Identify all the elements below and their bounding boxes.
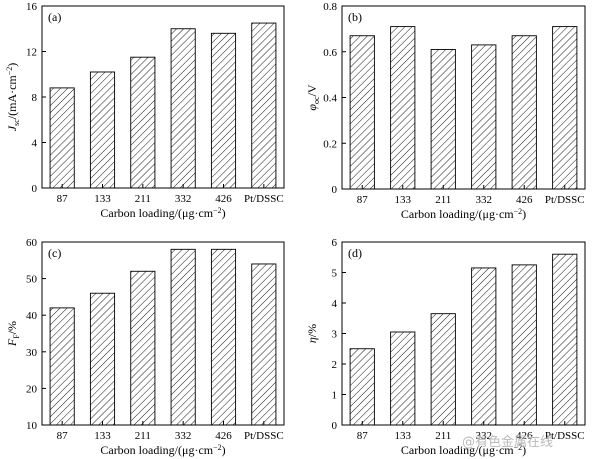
y-tick-label: 12 — [26, 47, 37, 59]
y-tick-label: 10 — [26, 420, 38, 432]
bar — [511, 35, 537, 190]
y-tick-label: 0 — [332, 184, 338, 196]
x-tick-label: 211 — [135, 193, 151, 205]
y-axis-label: η/% — [305, 324, 319, 343]
x-tick-label: 87 — [57, 193, 69, 205]
x-tick-label: Pt/DSSC — [545, 194, 585, 206]
x-tick-label: 332 — [476, 194, 493, 206]
y-tick-label: 6 — [332, 237, 338, 249]
x-axis-label: Carbon loading/(μg·cm−2) — [100, 206, 225, 220]
bar — [552, 26, 578, 190]
x-tick-label: 87 — [57, 430, 69, 442]
y-tick-label: 5 — [332, 268, 338, 280]
panel-label: (d) — [348, 246, 362, 260]
chart-panel: 0 1 2 3 4 5 6 87 133 211 332 426 Pt/DSSC (d) Carbon lo… — [305, 237, 586, 457]
y-tick-label: 4 — [32, 138, 38, 150]
bar — [130, 270, 156, 426]
chart-panel: 0 4 8 12 16 87 133 211 332 426 Pt/DSSC (a) Carbon lo… — [5, 1, 285, 220]
y-tick-label: 60 — [26, 237, 38, 249]
panel-label: (a) — [48, 10, 61, 24]
bar — [430, 49, 456, 190]
x-tick-label: 211 — [435, 430, 451, 442]
y-tick-label: 0.8 — [323, 1, 337, 13]
x-tick-label: 211 — [435, 194, 451, 206]
x-tick-label: 87 — [357, 194, 369, 206]
x-tick-label: 87 — [357, 430, 369, 442]
x-tick-label: 426 — [516, 194, 533, 206]
bar — [471, 44, 497, 190]
plot-frame — [341, 241, 586, 426]
x-tick-label: 133 — [395, 194, 412, 206]
x-tick-label: 426 — [215, 193, 232, 205]
chart-panel: 0 0.2 0.4 0.6 0.8 87 133 211 332 426 Pt/DSSC (b) Car… — [305, 1, 586, 221]
bar — [471, 267, 497, 426]
bar — [210, 248, 237, 426]
bar — [390, 26, 416, 190]
bar — [552, 253, 578, 426]
plot-frame — [41, 5, 285, 189]
x-tick-label: 426 — [516, 430, 533, 442]
x-tick-label: 332 — [175, 430, 192, 442]
x-axis-label: Carbon loading/(μg·cm−2) — [401, 443, 526, 457]
bar — [251, 22, 277, 189]
bar — [251, 263, 277, 426]
y-tick-label: 0.4 — [323, 93, 337, 105]
y-tick-label: 0.6 — [323, 47, 337, 59]
y-tick-label: 0 — [32, 183, 38, 195]
y-tick-label: 4 — [332, 298, 338, 310]
bar — [89, 71, 116, 189]
y-tick-label: 1 — [332, 390, 338, 402]
y-tick-label: 16 — [26, 1, 38, 13]
bar — [49, 87, 75, 189]
bar — [349, 35, 375, 190]
bar — [130, 56, 156, 189]
bar — [390, 331, 416, 426]
bar — [349, 348, 375, 426]
y-tick-label: 2 — [332, 359, 338, 371]
chart-panel: 10 20 30 40 50 60 87 133 211 332 426 Pt/DSSC (c) Carb… — [5, 237, 285, 457]
bar — [49, 307, 75, 426]
y-axis-label: FF/% — [5, 321, 21, 347]
x-axis-label: Carbon loading/(μg·cm−2) — [401, 207, 526, 221]
x-tick-label: Pt/DSSC — [244, 193, 284, 205]
bar — [511, 264, 537, 426]
bar — [210, 32, 237, 189]
x-tick-label: 133 — [94, 193, 111, 205]
y-tick-label: 3 — [332, 329, 338, 341]
bar — [170, 28, 196, 189]
bar — [430, 313, 456, 426]
y-tick-label: 20 — [26, 383, 38, 395]
x-tick-label: 332 — [476, 430, 493, 442]
panel-label: (c) — [48, 246, 61, 260]
x-tick-label: 332 — [175, 193, 192, 205]
panel-label: (b) — [348, 10, 362, 24]
y-tick-label: 8 — [32, 92, 38, 104]
y-tick-label: 30 — [26, 347, 38, 359]
y-tick-label: 50 — [26, 274, 38, 286]
y-tick-label: 0.2 — [323, 138, 337, 150]
x-tick-label: 133 — [395, 430, 412, 442]
x-tick-label: Pt/DSSC — [244, 430, 284, 442]
y-tick-label: 40 — [26, 310, 38, 322]
x-tick-label: 133 — [94, 430, 111, 442]
y-axis-label: Jsc/(mA·cm−2) — [5, 63, 21, 132]
watermark: @有色金属在线 — [462, 434, 553, 450]
plot-frame — [41, 241, 285, 426]
y-tick-label: 0 — [332, 420, 338, 432]
x-axis-label: Carbon loading/(μg·cm−2) — [100, 443, 225, 457]
x-tick-label: 211 — [135, 430, 151, 442]
bar — [170, 248, 196, 426]
y-axis-label: φoc/V — [305, 84, 321, 111]
x-tick-label: Pt/DSSC — [545, 430, 585, 442]
x-tick-label: 426 — [215, 430, 232, 442]
plot-frame — [341, 5, 586, 190]
bar — [89, 292, 116, 426]
